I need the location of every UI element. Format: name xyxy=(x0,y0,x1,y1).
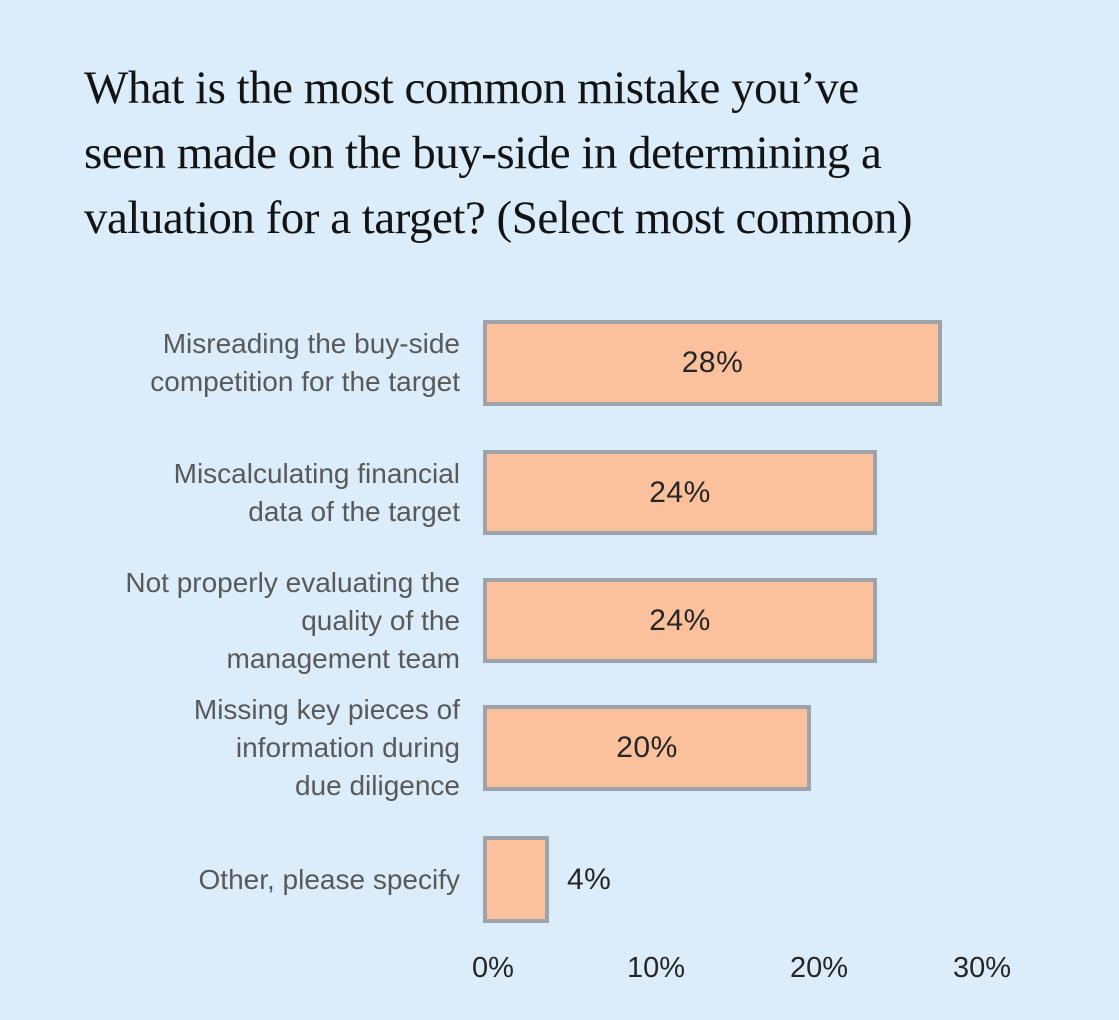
category-label-line: management team xyxy=(226,642,460,674)
chart-row: Missing key pieces of information during… xyxy=(0,694,1119,801)
category-label: Misreading the buy-side competition for … xyxy=(30,325,460,401)
category-label-line: competition for the target xyxy=(150,366,460,397)
category-label: Miscalculating financial data of the tar… xyxy=(30,455,460,531)
category-label-line: Misreading the buy-side xyxy=(162,328,460,359)
chart-title-line: valuation for a target? (Select most com… xyxy=(84,192,913,244)
bar: 24% xyxy=(483,450,877,535)
bar: 28% xyxy=(483,320,942,406)
value-label: 28% xyxy=(681,346,744,379)
bar: 4% xyxy=(483,836,611,923)
chart-row: Not properly evaluating the quality of t… xyxy=(0,567,1119,674)
chart-row: Other, please specify 4% xyxy=(0,836,1119,923)
x-axis: 0% 10% 20% 30% xyxy=(0,952,1119,998)
value-label: 20% xyxy=(616,731,678,764)
bar: 20% xyxy=(483,705,811,791)
axis-tick-label: 30% xyxy=(952,952,1012,984)
chart-row: Miscalculating financial data of the tar… xyxy=(0,450,1119,535)
category-label-line: Miscalculating financial xyxy=(173,457,460,489)
value-label: 24% xyxy=(649,603,711,637)
category-label-line: information during xyxy=(235,732,460,763)
category-label-line: data of the target xyxy=(248,495,460,527)
category-label-line: quality of the xyxy=(301,604,460,636)
chart-row: Misreading the buy-side competition for … xyxy=(0,320,1119,406)
bar: 24% xyxy=(483,578,877,663)
axis-tick-label: 10% xyxy=(626,952,686,984)
chart-title-line: What is the most common mistake you’ve xyxy=(84,62,859,114)
category-label-line: Missing key pieces of xyxy=(193,694,460,725)
value-label: 4% xyxy=(567,862,612,896)
category-label-line: Other, please specify xyxy=(198,863,460,895)
category-label-line: Not properly evaluating the xyxy=(125,566,460,598)
category-label: Other, please specify xyxy=(30,861,460,899)
chart-title-line: seen made on the buy-side in determining… xyxy=(84,127,882,179)
category-label-line: due diligence xyxy=(294,770,460,801)
axis-tick-label: 0% xyxy=(472,952,514,984)
category-label: Missing key pieces of information during… xyxy=(30,691,460,805)
category-label: Not properly evaluating the quality of t… xyxy=(30,564,460,678)
chart-title: What is the most common mistake you’ve s… xyxy=(84,56,1064,251)
axis-tick-label: 20% xyxy=(789,952,849,984)
value-label: 24% xyxy=(649,475,711,509)
